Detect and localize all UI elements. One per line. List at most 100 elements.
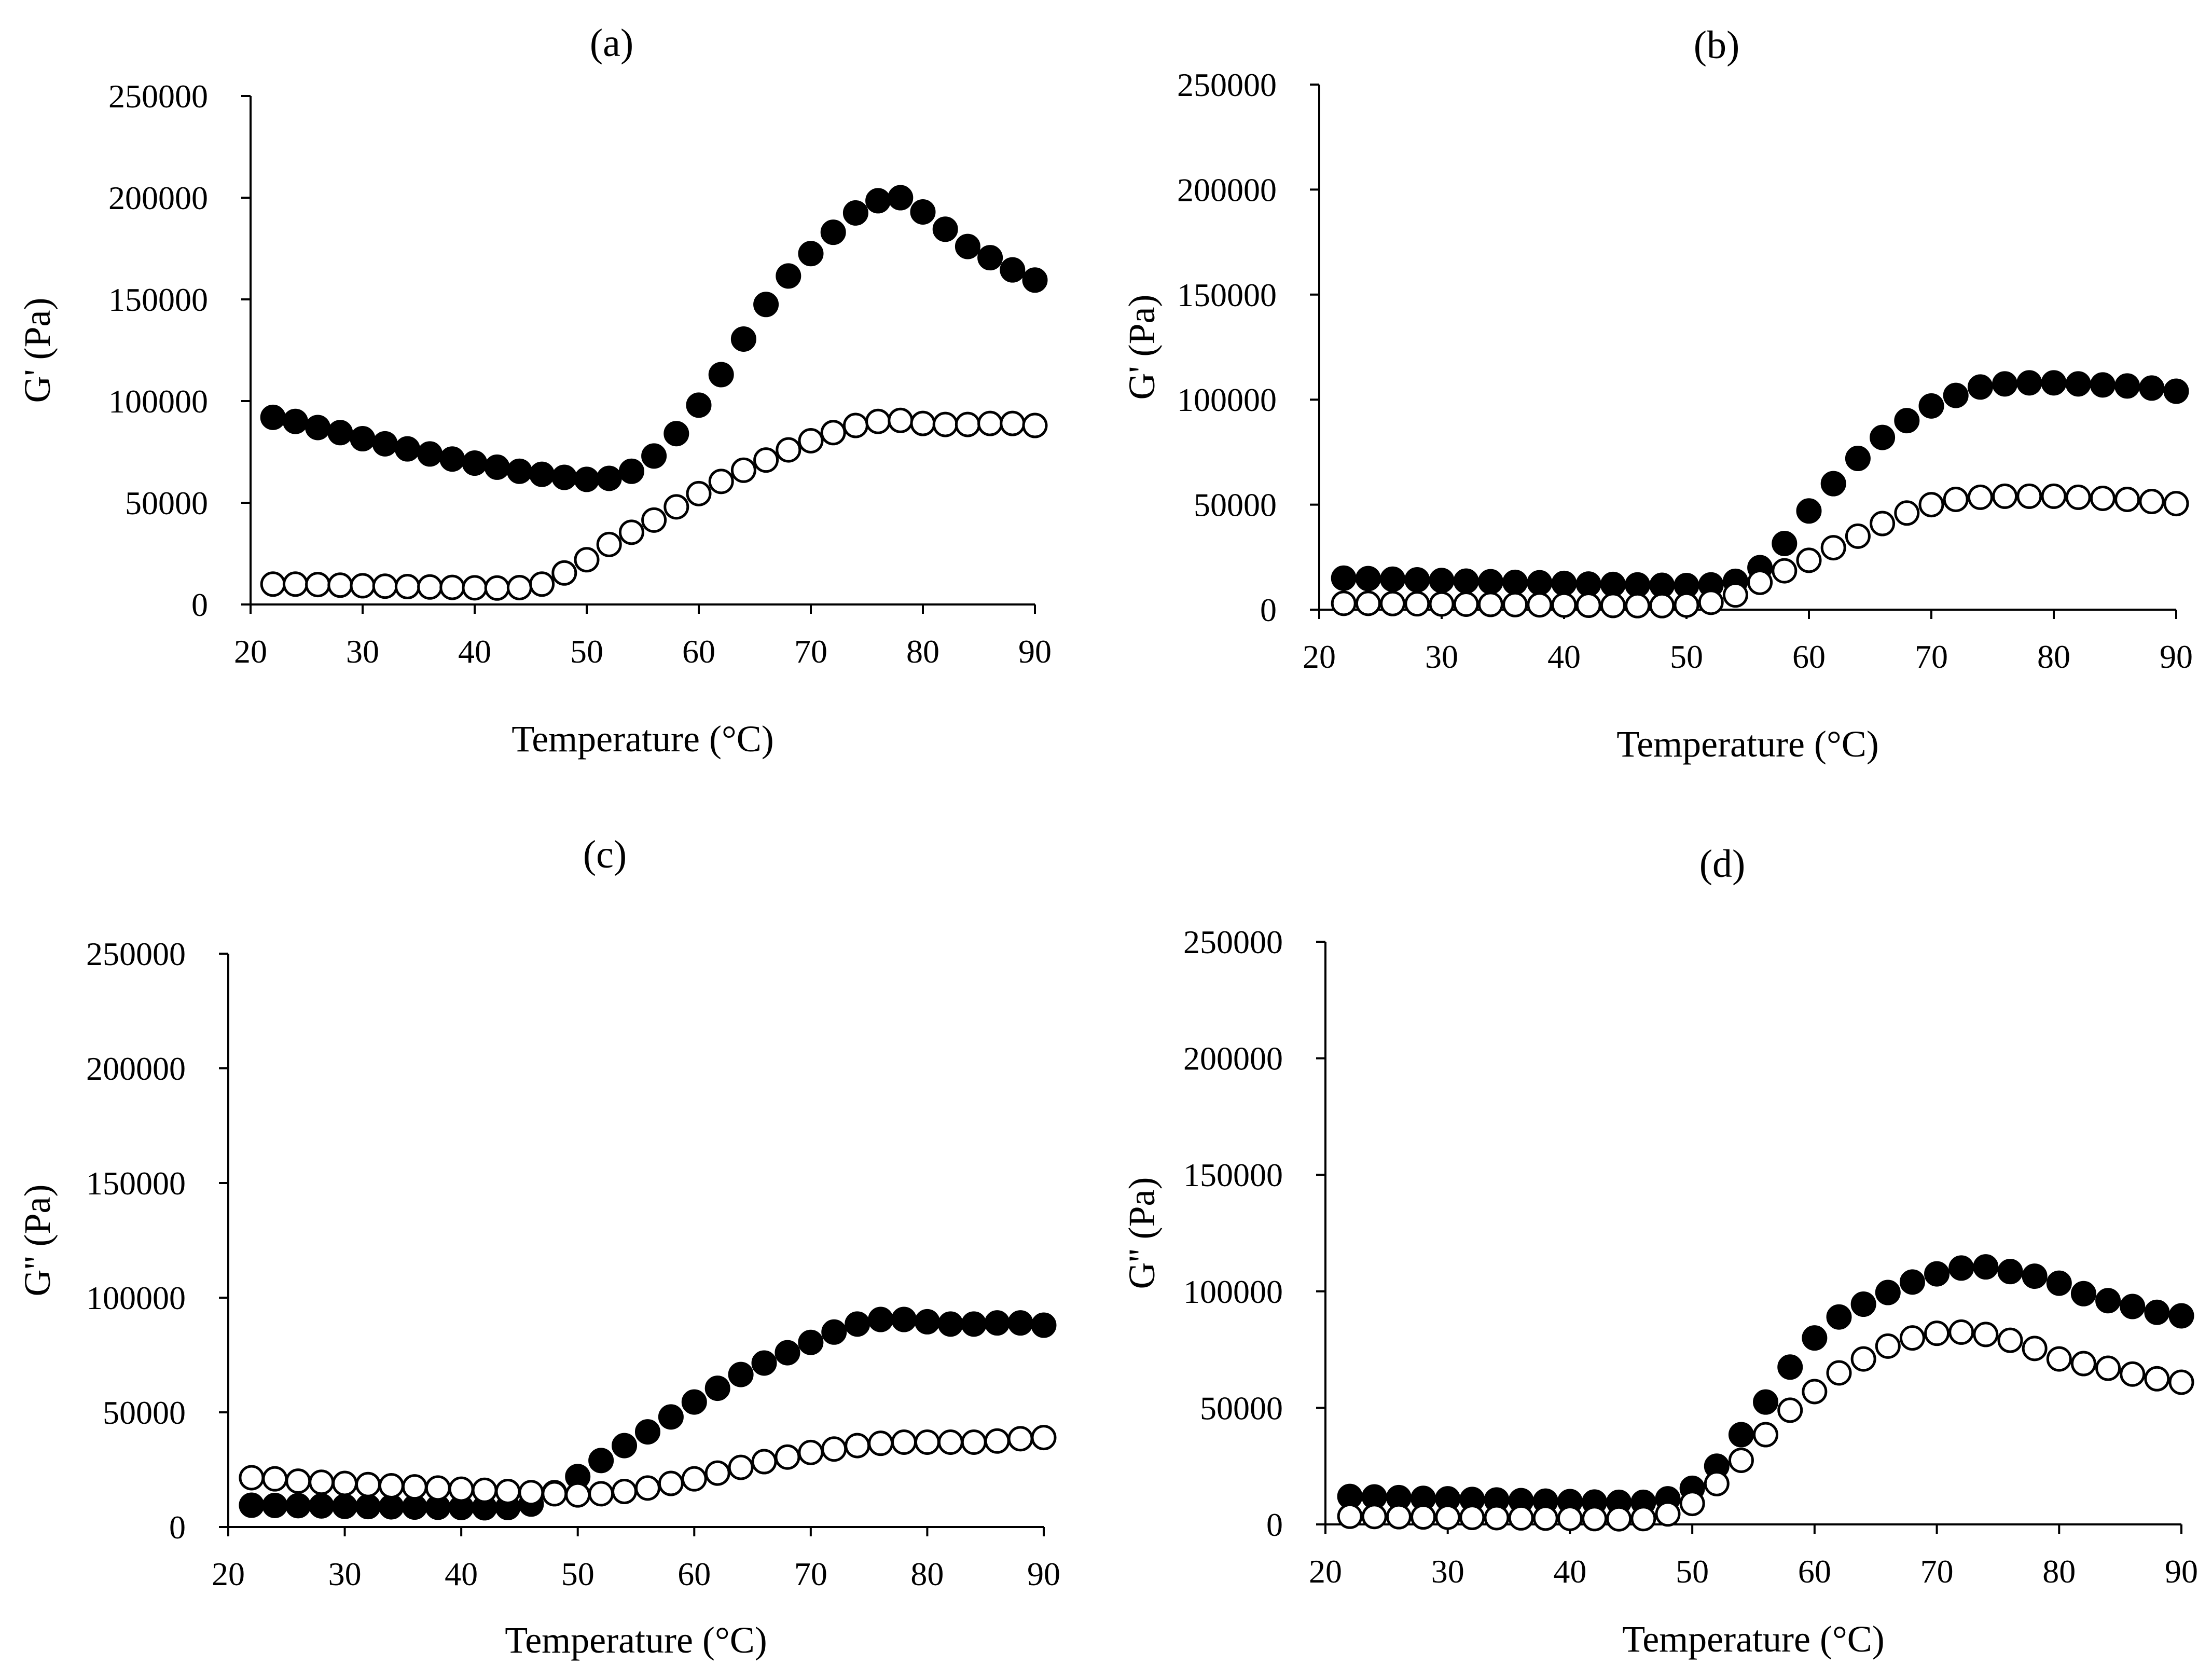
data-point-filled [1948, 1255, 1974, 1281]
data-point-filled [355, 1494, 381, 1520]
data-point-open [2168, 1369, 2194, 1395]
data-point-open [2114, 486, 2140, 512]
x-tick-label: 30 [1431, 1553, 1464, 1590]
data-point-filled [2163, 378, 2189, 404]
data-point-filled [1992, 371, 2018, 397]
data-point-open [551, 560, 577, 586]
data-point-filled [910, 199, 936, 225]
data-point-filled [798, 1329, 824, 1355]
data-point-filled [634, 1419, 660, 1445]
x-tick-label: 70 [794, 633, 827, 670]
data-point-open [1337, 1503, 1363, 1529]
data-point-open [2120, 1361, 2146, 1387]
data-point-open [1582, 1506, 1608, 1532]
data-point-open [932, 411, 958, 437]
data-point-filled [1918, 393, 1944, 419]
data-point-open [350, 573, 376, 599]
data-point-open [1796, 547, 1822, 573]
data-point-open [372, 573, 398, 599]
data-point-filled [681, 1389, 707, 1415]
data-point-open [239, 1465, 265, 1491]
y-tick-label: 250000 [86, 936, 186, 972]
data-point-open [955, 411, 980, 437]
x-axis-title: Temperature (°C) [511, 718, 774, 760]
x-tick-label: 80 [906, 633, 939, 670]
data-point-open [1777, 1397, 1803, 1423]
data-point-open [686, 480, 712, 506]
data-point-open [1551, 592, 1577, 618]
data-point-filled [2016, 370, 2042, 396]
y-tick-label: 150000 [1183, 1157, 1283, 1193]
data-point-open [1728, 1447, 1754, 1473]
x-tick-label: 40 [445, 1556, 478, 1592]
data-point-filled [350, 426, 376, 452]
x-tick-label: 80 [2037, 638, 2070, 675]
x-tick-label: 40 [1553, 1553, 1586, 1590]
data-point-open [1532, 1505, 1558, 1531]
data-point-open [868, 1431, 894, 1456]
data-point-filled [439, 446, 465, 472]
data-point-filled [596, 465, 622, 491]
y-axis-title: G' (Pa) [17, 298, 58, 403]
data-point-open [402, 1474, 427, 1500]
data-point-open [1943, 486, 1969, 512]
data-point-filled [1899, 1269, 1925, 1295]
x-tick-label: 50 [1670, 638, 1703, 675]
data-point-filled [1875, 1280, 1901, 1305]
data-point-open [1820, 535, 1846, 561]
chart-panel-c: (c) 0 50000 100000 150000 200000 250000 20 30 40 5… [17, 833, 1060, 1661]
data-point-filled [914, 1309, 940, 1335]
data-point-open [2144, 1366, 2170, 1392]
x-tick-label: 20 [234, 633, 267, 670]
data-point-open [282, 571, 308, 597]
y-tick-label: 50000 [1194, 487, 1277, 524]
x-tick-label: 80 [2042, 1553, 2076, 1590]
series-open [239, 1425, 1057, 1508]
x-axis-title: Temperature (°C) [1616, 723, 1879, 765]
chart-panel-a: (a) 0 50000 100000 150000 200000 250000 20 30 40 5… [17, 21, 1052, 760]
x-tick-label: 90 [2160, 638, 2193, 675]
data-point-open [1870, 511, 1896, 537]
data-point-filled [506, 458, 532, 484]
data-point-filled [2144, 1299, 2170, 1325]
data-point-filled [1022, 267, 1048, 293]
data-point-filled [2046, 1270, 2072, 1296]
data-point-filled [1502, 569, 1528, 595]
data-point-filled [1380, 566, 1406, 592]
data-point-open [417, 574, 443, 600]
data-point-filled [417, 441, 443, 467]
x-tick-label: 20 [1309, 1553, 1342, 1590]
y-tick-label: 150000 [108, 281, 208, 318]
x-tick-label: 70 [1915, 638, 1948, 675]
data-point-filled [305, 415, 331, 441]
data-point-open [2065, 484, 2091, 510]
data-point-open [1924, 1321, 1950, 1346]
data-point-filled [1575, 571, 1601, 597]
data-point-filled [932, 216, 958, 242]
data-point-filled [845, 1311, 870, 1337]
data-point-open [2163, 491, 2189, 517]
data-point-filled [588, 1448, 614, 1474]
data-point-filled [378, 1494, 404, 1520]
data-point-open [2046, 1346, 2072, 1372]
data-point-filled [868, 1306, 894, 1332]
data-point-open [663, 494, 689, 520]
data-point-open [439, 574, 465, 600]
data-point-open [914, 1429, 940, 1455]
data-point-open [751, 1449, 777, 1475]
data-point-open [285, 1468, 311, 1494]
data-point-open [332, 1470, 358, 1496]
data-point-open [977, 410, 1003, 436]
data-point-filled [612, 1433, 638, 1459]
data-point-filled [888, 185, 914, 211]
data-point-open [1850, 1346, 1876, 1372]
data-point-filled [663, 421, 689, 447]
data-point-filled [686, 392, 712, 418]
y-tick-label: 100000 [86, 1280, 186, 1316]
data-point-open [1031, 1425, 1057, 1451]
data-point-open [1557, 1505, 1583, 1531]
x-tick-label: 70 [794, 1556, 827, 1592]
data-point-open [641, 507, 667, 533]
data-point-open [1000, 410, 1026, 436]
data-point-open [775, 1444, 800, 1470]
